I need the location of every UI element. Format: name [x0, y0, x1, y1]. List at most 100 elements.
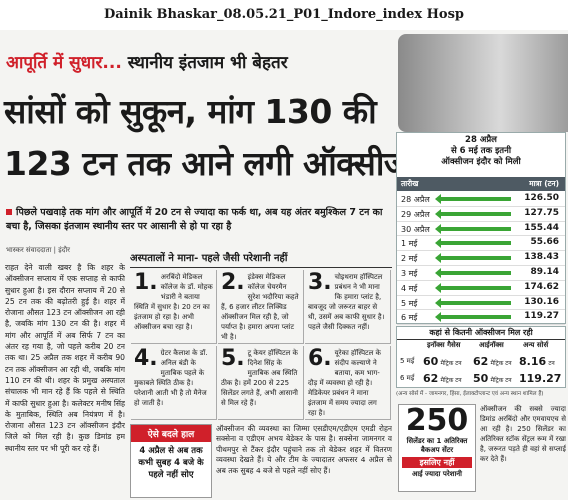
backup-box: 250 सिलेंडर का 1 अतिरिक्त बैकअप सेंटर इस…	[398, 404, 476, 492]
box-text: चोइथराम हॉस्पिटल प्रबंधन ने भी माना कि ह…	[308, 273, 385, 331]
row-arrow	[435, 297, 511, 308]
backup-side-text: ऑक्सीजन की सबसे ज्यादा डिमांड अरबिंदो और…	[480, 405, 566, 463]
row-date: 2 मई	[401, 254, 418, 264]
source-row: 6 मई 62 मैट्रिक टन 50 मैट्रिक टन 119.27	[397, 370, 565, 387]
footnote: (अन्य सोर्स में - जामनगर, हिंसा, ईलाक्टो…	[396, 391, 544, 397]
headline: 123 टन तक आने लगी ऑक्सीजन	[4, 144, 426, 183]
box-text: ग्रेटर कैलाश के डॉ. अनिल बंडी के मुताबिक…	[134, 349, 208, 407]
kicker-red: आपूर्ति में सुधार...	[6, 53, 122, 73]
row-value: 130.16	[524, 296, 559, 307]
cylinder-graphic	[398, 34, 568, 132]
backup-text: सिलेंडर का 1 अतिरिक्त बैकअप सेंटर	[406, 437, 468, 454]
box-number: 5.	[221, 346, 245, 371]
row-arrow	[435, 253, 511, 264]
row-date: 30 अप्रैल	[401, 224, 430, 234]
headline: सांसों को सुकून, मांग 130 की	[4, 92, 377, 131]
row-value: 174.62	[524, 281, 559, 292]
deck: पिछले पखवाड़े तक मांग और आपूर्ति में 20 …	[6, 206, 394, 234]
byline: भास्कर संवाददाता | इंदौर	[6, 246, 71, 254]
source-table: कहां से कितनी ऑक्सीजन मिल रही इनॉक्स गैस…	[396, 326, 566, 388]
body-text: राहत देने वाली खबर है कि शहर के ऑक्सीजन …	[5, 263, 125, 453]
section-title: अस्पतालों ने माना- पहले जैसी परेशानी नही…	[130, 250, 392, 268]
supply-row: 2 मई 138.43	[397, 251, 565, 266]
cell-unit: मैट्रिक टन	[490, 360, 512, 367]
change-title: ऐसे बदले हाल	[131, 425, 211, 442]
column-header: इनॉक्स गैसेस	[427, 341, 461, 349]
hospital-box: 1. अरबिंदो मेडिकल कॉलेज के डॉ. मोहक भंडार…	[131, 270, 217, 344]
hospital-box: 6. यूरेका हॉस्पिटल के संदीप कल्याणे ने बत…	[305, 346, 391, 420]
row-date: 28 अप्रैल	[401, 195, 430, 204]
source-cell: 62 मैट्रिक टन	[473, 355, 512, 368]
supply-header: तारीख मात्रा (टन)	[397, 177, 565, 191]
supply-row: 29 अप्रैल 127.75	[397, 207, 565, 222]
box-text: टू केयर हॉस्पिटल के दिनेश सिंह के मुताबि…	[221, 349, 298, 407]
box-number: 1.	[134, 270, 158, 295]
supply-row: 6 मई 119.27	[397, 310, 565, 326]
box-text: इंडेक्स मेडिकल कॉलेज चेयरमैन सुरेश भदौरि…	[221, 273, 299, 341]
supply-row: 1 मई 55.66	[397, 236, 565, 252]
cell-value: 60	[423, 355, 439, 368]
supply-row: 4 मई 174.62	[397, 281, 565, 296]
cell-value: 62	[423, 372, 439, 385]
row-arrow	[435, 312, 511, 323]
backup-number: 250	[405, 403, 469, 438]
hospital-box: 5. टू केयर हॉस्पिटल के दिनेश सिंह के मुता…	[218, 346, 304, 420]
row-value: 155.44	[524, 222, 559, 233]
source-title: कहां से कितनी ऑक्सीजन मिल रही	[397, 327, 565, 340]
row-value: 127.75	[524, 207, 559, 218]
supply-title: 28 अप्रैल से 6 मई तक इतनी ऑक्सीजन इंदौर …	[397, 133, 565, 177]
cell-unit: मैट्रिक टन	[440, 377, 462, 384]
supply-title-line: से 6 मई तक इतनी	[450, 146, 512, 156]
box-text: यूरेका हॉस्पिटल के संदीप कल्याणे ने बताय…	[308, 349, 381, 417]
row-arrow	[435, 223, 511, 234]
row-arrow	[435, 268, 511, 278]
change-box: ऐसे बदले हाल 4 अप्रैल से अब तक कभी सुबह …	[130, 424, 212, 498]
hospital-box: 4. ग्रेटर कैलाश के डॉ. अनिल बंडी के मुताब…	[131, 346, 217, 420]
box-number: 4.	[134, 346, 158, 371]
column-header: तारीख	[401, 179, 419, 188]
cell-value: 50	[473, 372, 489, 385]
backup-tail: आई ज्यादा परेशानी	[412, 470, 462, 478]
box-number: 2.	[221, 270, 245, 295]
column-header: मात्रा (टन)	[529, 179, 559, 188]
row-value: 126.50	[524, 193, 559, 203]
row-arrow	[435, 238, 511, 249]
source-cell: 50 मैट्रिक टन	[473, 372, 512, 385]
kicker-rest: स्थानीय इंतजाम भी बेहतर	[127, 53, 288, 73]
backup-ribbon: इसलिए नहीं	[402, 457, 472, 468]
box-number: 3.	[308, 270, 332, 295]
bottom-text: ऑक्सीजन की व्यवस्था का जिम्मा एसडीएम/एडी…	[216, 424, 392, 475]
supply-row: 3 मई 89.14	[397, 266, 565, 281]
row-arrow	[435, 194, 511, 204]
source-cell: 119.27	[519, 372, 561, 385]
source-cell: 62 मैट्रिक टन	[423, 372, 462, 385]
row-date: 1 मई	[401, 239, 418, 249]
row-value: 119.27	[524, 311, 559, 322]
row-arrow	[435, 282, 511, 293]
cell-unit: टन	[548, 360, 555, 367]
box-number: 6.	[308, 346, 332, 371]
supply-title-line: 28 अप्रैल	[465, 135, 497, 145]
source-row: 5 मई 60 मैट्रिक टन 62 मैट्रिक टन 8.16 टन	[397, 353, 565, 370]
row-date: 5 मई	[400, 357, 415, 365]
source-cell: 60 मैट्रिक टन	[423, 355, 462, 368]
row-date: 6 मई	[400, 374, 415, 382]
column-header: अन्य सोर्स	[523, 341, 549, 349]
supply-row: 30 अप्रैल 155.44	[397, 222, 565, 237]
hospital-box: 2. इंडेक्स मेडिकल कॉलेज चेयरमैन सुरेश भदौ…	[218, 270, 304, 344]
row-date: 6 मई	[401, 313, 418, 323]
row-value: 89.14	[530, 267, 559, 277]
cell-unit: मैट्रिक टन	[440, 360, 462, 367]
supply-table: 28 अप्रैल से 6 मई तक इतनी ऑक्सीजन इंदौर …	[396, 132, 566, 326]
row-date: 4 मई	[401, 283, 418, 293]
row-date: 29 अप्रैल	[401, 209, 430, 219]
box-text: अरबिंदो मेडिकल कॉलेज के डॉ. मोहक भंडारी …	[134, 273, 213, 331]
source-cell: 8.16 टन	[519, 355, 555, 368]
clipping-label: Dainik Bhaskar_08.05.21_P01_Indore_index…	[0, 0, 568, 30]
column-header: आईनॉक्स	[479, 341, 504, 349]
row-date: 5 मई	[401, 298, 418, 308]
row-value: 55.66	[530, 237, 559, 248]
hospital-box: 3. चोइथराम हॉस्पिटल प्रबंधन ने भी माना कि…	[305, 270, 391, 344]
supply-title-line: ऑक्सीजन इंदौर को मिली	[441, 157, 521, 167]
